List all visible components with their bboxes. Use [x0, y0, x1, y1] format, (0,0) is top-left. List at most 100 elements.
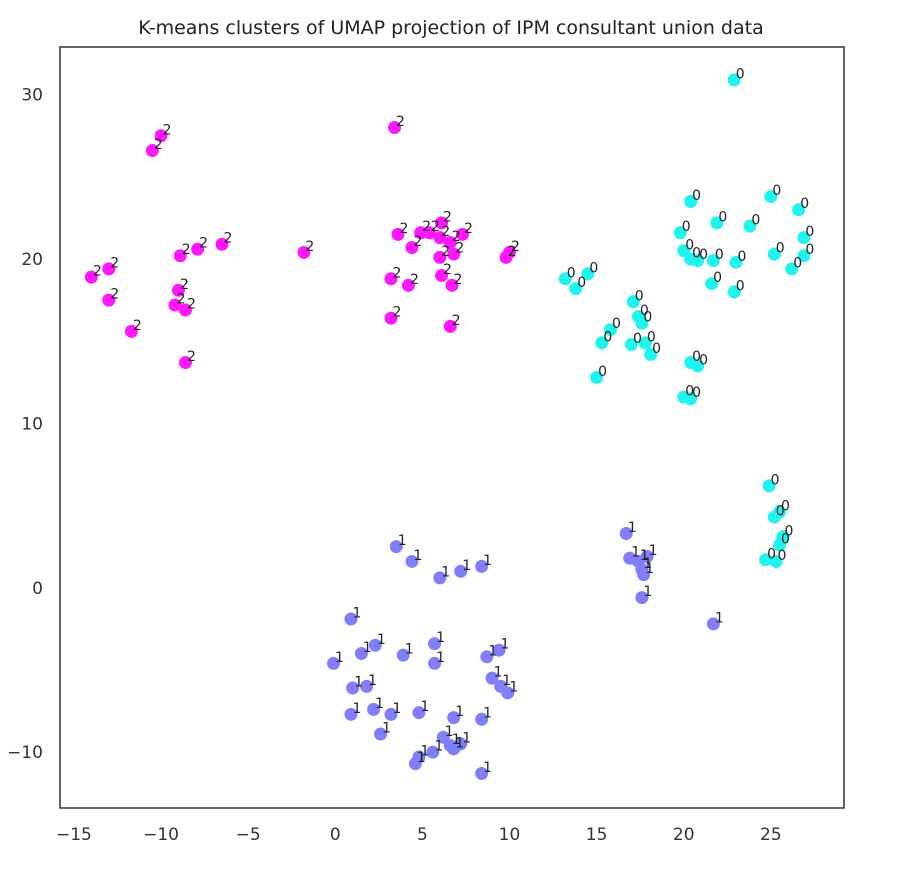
cluster-0-point — [691, 359, 705, 373]
cluster-2-point — [405, 241, 419, 255]
cluster-1-point-label: 1 — [420, 744, 429, 760]
cluster-2-point-label: 2 — [422, 219, 431, 235]
cluster-0-point — [638, 336, 652, 350]
cluster-1-point-label: 1 — [645, 561, 654, 577]
cluster-2-point — [384, 311, 398, 325]
cluster-2-point-label: 2 — [182, 242, 191, 258]
cluster-0-point-label: 0 — [577, 275, 586, 291]
cluster-2-point — [191, 242, 205, 256]
cluster-2-point — [391, 227, 405, 241]
cluster-1-point — [475, 559, 489, 573]
cluster-1-point — [492, 643, 506, 657]
cluster-2-point-label: 2 — [187, 296, 196, 312]
cluster-0-point-label: 0 — [647, 329, 656, 345]
cluster-0-point — [759, 553, 773, 567]
plot-frame — [59, 46, 845, 809]
cluster-1-point-label: 1 — [363, 640, 372, 656]
cluster-0-point-label: 0 — [736, 66, 745, 82]
cluster-0-point-label: 0 — [643, 310, 652, 326]
cluster-2-point-label: 2 — [443, 209, 452, 225]
cluster-1-point — [433, 571, 447, 585]
x-axis-ticks: −15 −10 −5 0 5 10 15 20 25 — [56, 825, 782, 845]
cluster-2-point-label: 2 — [396, 114, 405, 130]
cluster-0-point — [773, 505, 787, 519]
cluster-2-point-label: 2 — [393, 265, 402, 281]
cluster-2-point-label: 2 — [454, 272, 463, 288]
cluster-0-point-label: 0 — [805, 242, 814, 258]
cluster-1-point-label: 1 — [483, 760, 492, 776]
cluster-1-point-label: 1 — [436, 650, 445, 666]
cluster-1-point-label: 1 — [417, 750, 426, 766]
cluster-2-point — [297, 245, 311, 259]
cluster-1-point — [408, 757, 422, 771]
cluster-2-point — [443, 236, 457, 250]
cluster-2-point — [173, 249, 187, 263]
cluster-1-point-label: 1 — [715, 610, 724, 626]
cluster-0-point-label: 0 — [800, 196, 809, 212]
cluster-1-point-label: 1 — [436, 630, 445, 646]
cluster-2-point — [168, 298, 182, 312]
cluster-1-point-label: 1 — [434, 739, 443, 755]
cluster-1-point — [412, 706, 426, 720]
cluster-1-point-label: 1 — [377, 632, 386, 648]
cluster-0-point-label: 0 — [692, 188, 701, 204]
cluster-1-point — [454, 564, 468, 578]
cluster-2-point — [124, 324, 138, 338]
cluster-2-point — [433, 231, 447, 245]
cluster-2-point — [401, 278, 415, 292]
cluster-0-point-label: 0 — [652, 341, 661, 357]
cluster-2-point-label: 2 — [455, 241, 464, 257]
cluster-2-point — [171, 283, 185, 297]
cluster-1-point-label: 1 — [352, 605, 361, 621]
cluster-0-point-label: 0 — [737, 249, 746, 265]
cluster-0-point — [569, 282, 583, 296]
cluster-0-point — [673, 226, 687, 240]
x-tick-label: 25 — [760, 825, 782, 845]
cluster-1-point-label: 1 — [649, 543, 658, 559]
y-axis-ticks: −10 0 10 20 30 — [7, 86, 43, 763]
cluster-1-point — [405, 554, 419, 568]
y-tick-label: 0 — [32, 579, 43, 599]
cluster-1-point-label: 1 — [455, 704, 464, 720]
cluster-1-point-label: 1 — [382, 721, 391, 737]
cluster-2-point-label: 2 — [224, 231, 233, 247]
cluster-0-point-label: 0 — [778, 548, 787, 564]
cluster-0-point-label: 0 — [772, 183, 781, 199]
cluster-1-point-label: 1 — [398, 533, 407, 549]
cluster-1-point — [480, 650, 494, 664]
cluster-0-point — [773, 538, 787, 552]
cluster-0-point — [581, 267, 595, 281]
cluster-1-point — [428, 656, 442, 670]
cluster-2-point — [422, 226, 436, 240]
cluster-0-point-label: 0 — [603, 329, 612, 345]
cluster-2-point-label: 2 — [180, 277, 189, 293]
cluster-0-point — [691, 254, 705, 268]
cluster-0-point-label: 0 — [713, 270, 722, 286]
y-tick-label: 10 — [21, 414, 43, 434]
cluster-2-point-label: 2 — [393, 305, 402, 321]
cluster-2-point-label: 2 — [187, 349, 196, 365]
cluster-2-point — [388, 121, 402, 135]
y-tick-label: −10 — [7, 743, 43, 763]
cluster-1-point — [706, 617, 720, 631]
cluster-0-point-label: 0 — [751, 213, 760, 229]
cluster-0-point-label: 0 — [635, 288, 644, 304]
cluster-0-point — [590, 370, 604, 384]
cluster-1-point — [384, 707, 398, 721]
cluster-1-point-label: 1 — [494, 665, 503, 681]
cluster-2-point — [154, 129, 168, 143]
cluster-2-point — [102, 293, 116, 307]
cluster-1-point-label: 1 — [509, 679, 518, 695]
cluster-2-point-label: 2 — [133, 318, 142, 334]
cluster-0-point-label: 0 — [699, 247, 708, 263]
cluster-1-point-label: 1 — [420, 699, 429, 715]
cluster-0-point — [626, 295, 640, 309]
cluster-1-point-label: 1 — [483, 553, 492, 569]
cluster-0-point — [727, 285, 741, 299]
cluster-0-point — [797, 249, 811, 263]
cluster-0-point — [743, 219, 757, 233]
x-tick-label: 15 — [586, 825, 608, 845]
cluster-0-point-label: 0 — [692, 385, 701, 401]
cluster-0-point — [767, 247, 781, 261]
